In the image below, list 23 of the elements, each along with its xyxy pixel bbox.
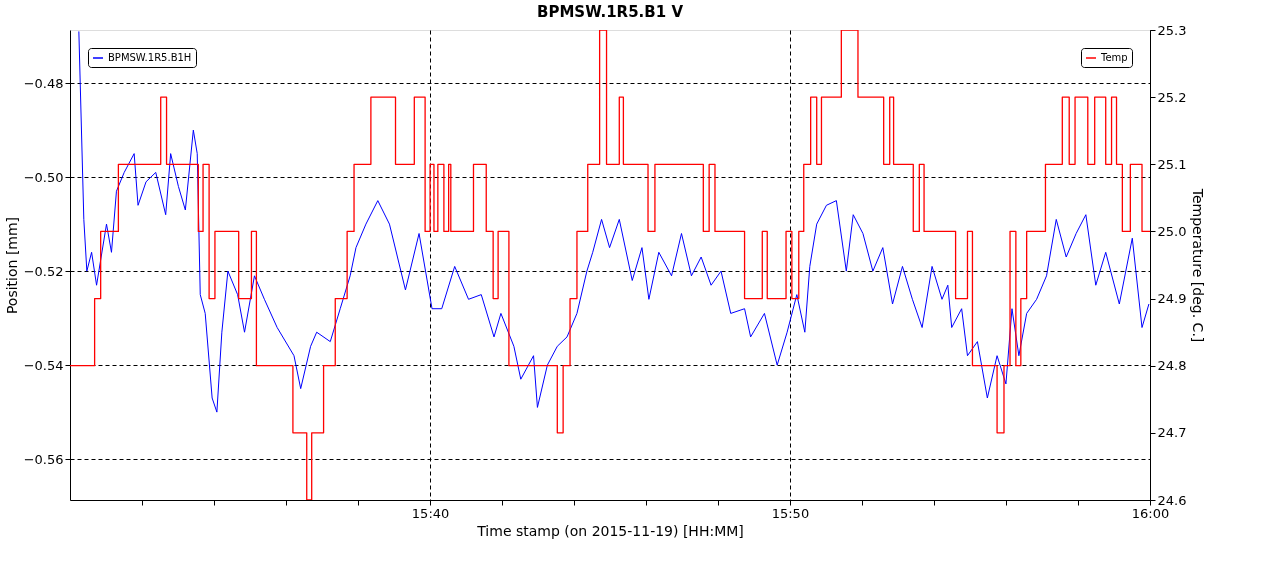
line-series (78, 30, 1150, 413)
y2-tick-label: 24.9 (1157, 291, 1187, 307)
y-tick-label: −0.54 (23, 357, 64, 373)
y2-tick-label: 24.6 (1157, 492, 1187, 508)
y-tick-label: −0.52 (23, 263, 64, 279)
y2-tick-label: 24.8 (1157, 358, 1187, 374)
x-tick-label: 16:00 (1131, 505, 1170, 521)
y2-tick-label: 25.3 (1157, 22, 1187, 38)
y2-tick-label: 24.7 (1157, 425, 1187, 441)
x-tick-label: 15:50 (771, 505, 810, 521)
y2-tick-label: 25.0 (1157, 223, 1187, 239)
legend-label: Temp (1100, 52, 1128, 63)
y-axis-title: Position [mm] (3, 216, 20, 315)
x-tick-label: 15:40 (411, 505, 450, 521)
y-tick-label: −0.56 (23, 451, 64, 467)
y-tick-label: −0.50 (23, 169, 64, 185)
x-axis-title: Time stamp (on 2015-11-19) [HH:MM] (476, 522, 744, 539)
y2-tick-label: 25.1 (1157, 156, 1187, 172)
y-tick-label: −0.48 (23, 75, 64, 91)
y2-tick-label: 25.2 (1157, 89, 1187, 105)
chart-title: BPMSW.1R5.B1 V (536, 3, 684, 21)
legend-label: BPMSW.1R5.B1H (108, 52, 192, 63)
y2-axis-title: Temperature [deg. C.] (1190, 187, 1207, 343)
